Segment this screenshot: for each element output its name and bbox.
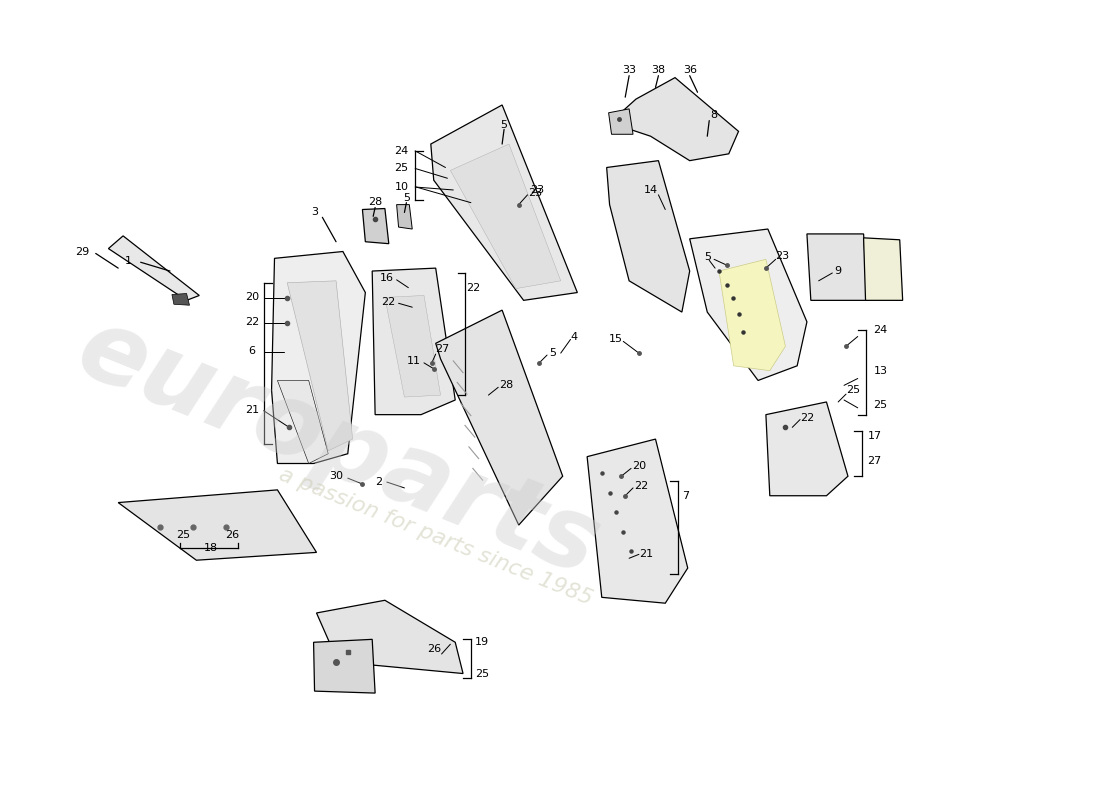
Text: 16: 16 bbox=[379, 273, 394, 283]
Text: 14: 14 bbox=[644, 185, 658, 195]
Polygon shape bbox=[807, 234, 868, 300]
Text: 25: 25 bbox=[394, 163, 408, 174]
Text: 21: 21 bbox=[639, 550, 652, 559]
Polygon shape bbox=[362, 209, 388, 244]
Polygon shape bbox=[719, 259, 785, 370]
Polygon shape bbox=[172, 294, 189, 306]
Text: 5: 5 bbox=[500, 119, 507, 130]
Text: 5: 5 bbox=[549, 348, 557, 358]
Text: 15: 15 bbox=[608, 334, 623, 345]
Polygon shape bbox=[317, 600, 463, 674]
Polygon shape bbox=[436, 310, 563, 525]
Polygon shape bbox=[314, 639, 375, 693]
Text: 33: 33 bbox=[623, 65, 636, 75]
Text: 25: 25 bbox=[177, 530, 190, 540]
Text: 26: 26 bbox=[427, 644, 441, 654]
Text: 5: 5 bbox=[403, 193, 410, 202]
Text: 22: 22 bbox=[634, 481, 648, 491]
Text: 20: 20 bbox=[631, 462, 646, 471]
Text: 20: 20 bbox=[245, 293, 260, 302]
Text: 29: 29 bbox=[75, 246, 89, 257]
Text: 18: 18 bbox=[204, 543, 218, 554]
Text: 25: 25 bbox=[475, 669, 488, 678]
Polygon shape bbox=[287, 281, 353, 450]
Polygon shape bbox=[385, 295, 441, 397]
Text: 5: 5 bbox=[704, 252, 711, 262]
Text: 9: 9 bbox=[835, 266, 842, 276]
Text: 36: 36 bbox=[683, 65, 696, 75]
Text: 21: 21 bbox=[245, 405, 260, 414]
Text: 23: 23 bbox=[776, 251, 790, 262]
Text: 25: 25 bbox=[873, 400, 888, 410]
Polygon shape bbox=[109, 236, 199, 300]
Text: 24: 24 bbox=[394, 146, 408, 156]
Text: 1: 1 bbox=[124, 256, 132, 266]
Text: 7: 7 bbox=[682, 490, 689, 501]
Text: 28: 28 bbox=[499, 380, 514, 390]
Text: 8: 8 bbox=[711, 110, 717, 120]
Text: 22: 22 bbox=[245, 317, 260, 327]
Text: 25: 25 bbox=[846, 386, 860, 395]
Polygon shape bbox=[431, 105, 578, 300]
Polygon shape bbox=[277, 381, 328, 463]
Polygon shape bbox=[616, 78, 738, 161]
Polygon shape bbox=[118, 490, 317, 560]
Text: 4: 4 bbox=[571, 331, 578, 342]
Text: 3: 3 bbox=[311, 207, 318, 218]
Text: 6: 6 bbox=[249, 346, 255, 356]
Text: 22: 22 bbox=[381, 298, 395, 307]
Polygon shape bbox=[607, 161, 690, 312]
Text: 23: 23 bbox=[530, 185, 544, 195]
Text: 2: 2 bbox=[375, 477, 383, 487]
Polygon shape bbox=[397, 205, 412, 229]
Text: 19: 19 bbox=[475, 638, 488, 647]
Polygon shape bbox=[690, 229, 807, 381]
Text: 13: 13 bbox=[873, 366, 888, 376]
Text: 26: 26 bbox=[226, 530, 240, 540]
Text: 28: 28 bbox=[368, 197, 382, 206]
Text: 10: 10 bbox=[394, 182, 408, 192]
Text: 24: 24 bbox=[873, 325, 888, 334]
Text: 27: 27 bbox=[436, 344, 450, 354]
Text: europarts: europarts bbox=[64, 300, 613, 598]
Text: 11: 11 bbox=[407, 356, 421, 366]
Polygon shape bbox=[587, 439, 688, 603]
Polygon shape bbox=[450, 144, 561, 289]
Text: 38: 38 bbox=[651, 65, 666, 75]
Polygon shape bbox=[272, 251, 365, 463]
Text: 17: 17 bbox=[868, 431, 881, 441]
Text: 27: 27 bbox=[868, 455, 882, 466]
Text: 23: 23 bbox=[528, 188, 542, 198]
Text: 22: 22 bbox=[465, 282, 480, 293]
Text: 22: 22 bbox=[800, 413, 814, 422]
Polygon shape bbox=[372, 268, 455, 414]
Text: 30: 30 bbox=[329, 471, 343, 481]
Polygon shape bbox=[864, 238, 903, 300]
Text: a passion for parts since 1985: a passion for parts since 1985 bbox=[276, 465, 595, 609]
Polygon shape bbox=[766, 402, 848, 496]
Polygon shape bbox=[608, 109, 632, 134]
